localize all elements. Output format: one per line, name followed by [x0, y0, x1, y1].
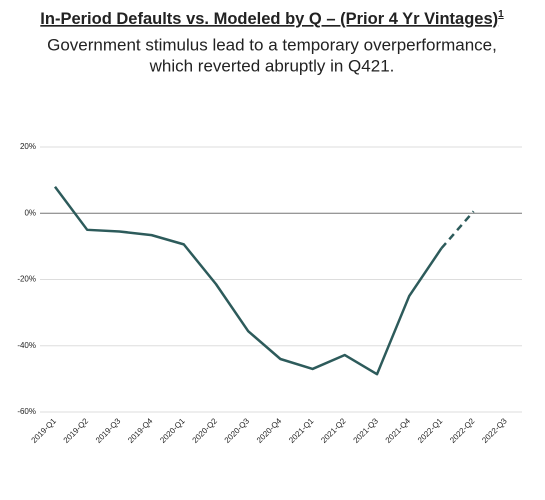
y-tick-label: -60%	[17, 407, 36, 416]
x-tick-label: 2019-Q4	[126, 416, 155, 445]
x-tick-label: 2021-Q3	[352, 416, 381, 445]
subtitle-line: Government stimulus lead to a temporary …	[47, 35, 497, 54]
series-line	[53, 186, 443, 376]
x-tick-label: 2020-Q3	[223, 416, 252, 445]
x-tick-label: 2020-Q1	[158, 416, 187, 445]
x-tick-label: 2022-Q2	[448, 416, 477, 445]
subtitle-line: which reverted abruptly in Q421.	[149, 56, 395, 75]
y-tick-label: -20%	[17, 275, 36, 284]
y-tick-label: -40%	[17, 341, 36, 350]
title-note: 1	[498, 9, 504, 20]
x-tick-label: 2021-Q1	[287, 416, 316, 445]
x-tick-label: 2019-Q3	[94, 416, 123, 445]
x-tick-label: 2022-Q1	[416, 416, 445, 445]
x-tick-label: 2021-Q4	[384, 416, 413, 445]
chart-title: In-Period Defaults vs. Modeled by Q – (P…	[40, 9, 504, 29]
x-tick-label: 2021-Q2	[319, 416, 348, 445]
x-tick-label: 2022-Q3	[480, 416, 509, 445]
x-tick-label: 2020-Q2	[191, 416, 220, 445]
title-text: In-Period Defaults vs. Modeled by Q – (P…	[40, 10, 498, 28]
y-tick-label: 0%	[24, 208, 36, 217]
x-tick-label: 2019-Q1	[30, 416, 59, 445]
x-tick-label: 2020-Q4	[255, 416, 284, 445]
x-tick-label: 2019-Q2	[62, 416, 91, 445]
y-tick-label: 20%	[20, 142, 36, 151]
series-line	[440, 210, 475, 250]
